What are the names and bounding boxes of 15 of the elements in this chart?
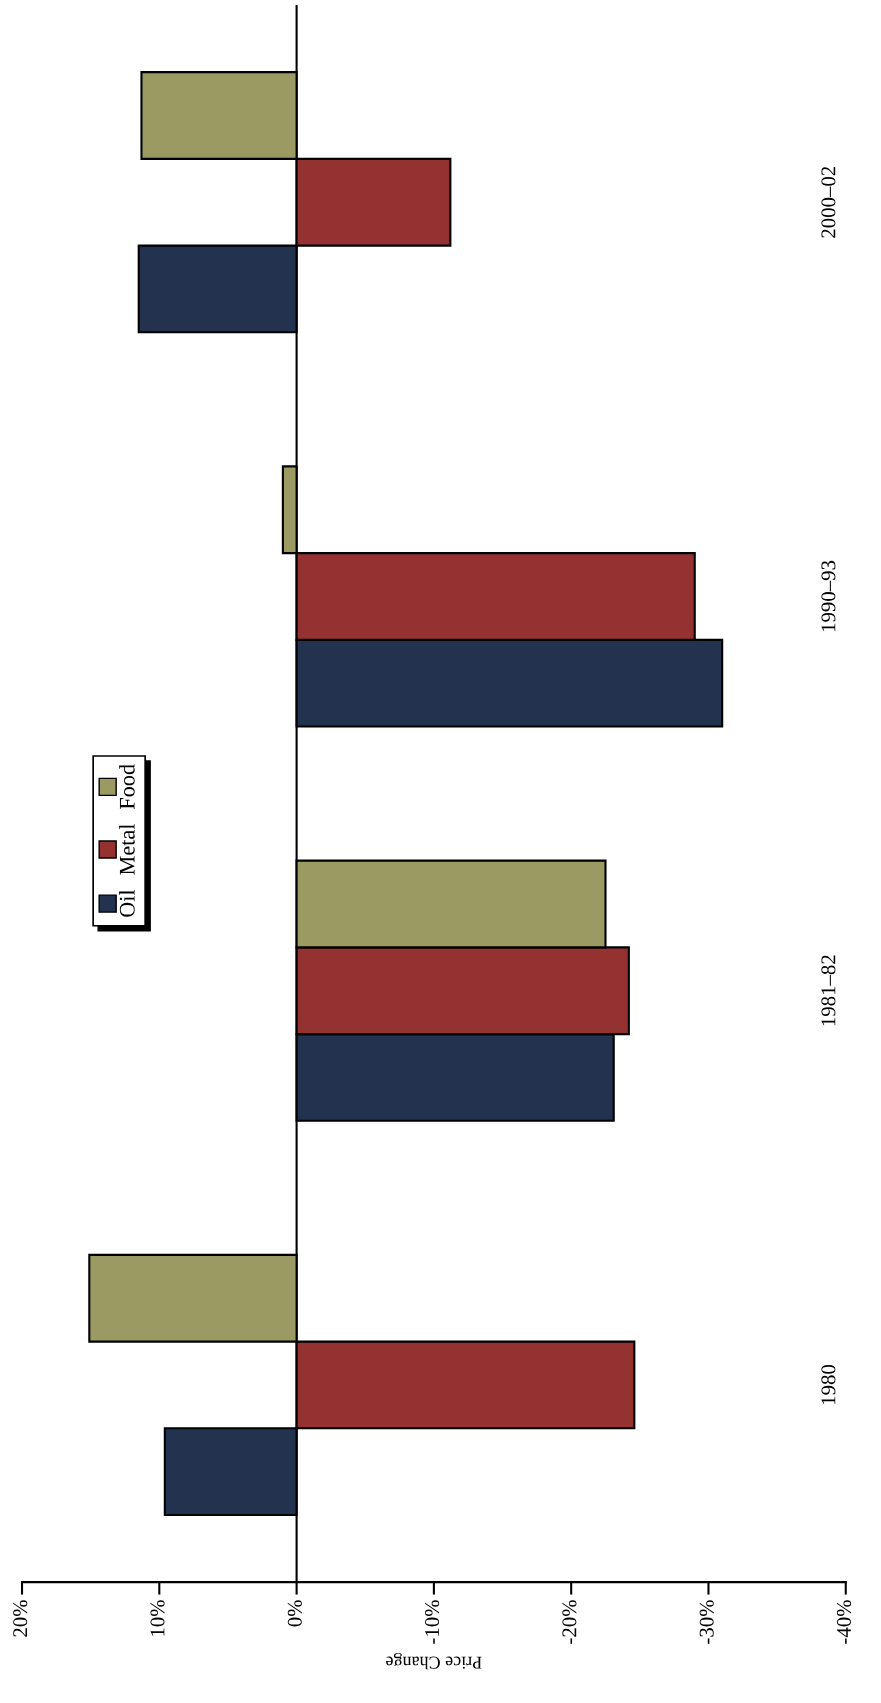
x-tick-label: 0%	[287, 1600, 302, 1627]
y-tick-label: 1981–82	[821, 955, 836, 1026]
y-tick-label: 2000–02	[821, 166, 836, 238]
x-tick-label: 20%	[13, 1600, 28, 1637]
legend-label: Food	[119, 764, 135, 810]
legend-label: Metal	[119, 824, 135, 875]
x-tick-label: -40%	[836, 1600, 852, 1644]
x-tick-label: 10%	[150, 1600, 165, 1636]
x-tick-label: -10%	[425, 1600, 440, 1644]
x-tick-label: -30%	[699, 1600, 714, 1644]
y-tick-label: 1980	[821, 1364, 836, 1404]
legend-label: Oil	[119, 889, 135, 917]
x-axis-title: Price Change	[386, 1652, 482, 1670]
x-tick-label: -20%	[562, 1600, 577, 1644]
y-tick-label: 1990–93	[821, 560, 836, 632]
